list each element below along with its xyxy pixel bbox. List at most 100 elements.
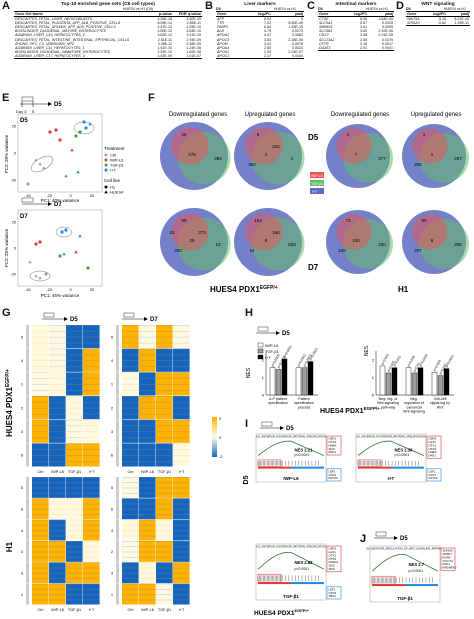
heatmap-stripe — [32, 449, 49, 450]
tb-cell: APOA4 — [217, 45, 229, 50]
heatmap-stripe — [139, 583, 156, 585]
heatmap-stripe — [122, 401, 139, 403]
ta-cell: DESCARTES_FETAL_LIVER_HEPATOBLASTS — [15, 17, 93, 22]
tb-cell: APOA1 — [217, 49, 229, 54]
pca-point — [44, 272, 48, 276]
heatmap-stripe — [139, 546, 156, 547]
heatmap-block — [139, 519, 156, 541]
heatmap-stripe — [173, 535, 190, 537]
h-pvalue: p<0.0001 — [296, 353, 306, 367]
td-cell: 1.45E-11 — [447, 21, 470, 27]
legend-treatment-label: Ctrl — [110, 153, 116, 158]
tc-cell: 2.01 — [345, 45, 369, 51]
gsea-gene: CER1 — [329, 437, 337, 441]
panel-label-e: E — [2, 92, 10, 104]
heatmap-stripe — [122, 449, 139, 450]
heatmap-block — [156, 583, 173, 605]
h-ylabel-right: NES — [364, 345, 370, 356]
heatmap-stripe — [32, 336, 49, 338]
heatmap-stripe — [83, 413, 100, 415]
heatmap-stripe — [66, 477, 83, 478]
heatmap-stripe — [173, 530, 190, 531]
heatmap-block — [83, 477, 100, 498]
heatmap-stripe — [49, 330, 66, 332]
heatmap-stripe — [83, 541, 100, 542]
heatmap-stripe — [32, 498, 49, 499]
heatmap-block — [49, 498, 66, 520]
heatmap-stripe — [122, 567, 139, 569]
gsea-p: p<0.0001 — [295, 567, 310, 571]
heatmap-stripe — [66, 514, 83, 515]
g-scale-mid: 0 — [219, 435, 222, 440]
heatmap-stripe — [32, 455, 49, 456]
gsea-rank-pos — [258, 582, 291, 585]
heatmap-stripe — [66, 583, 83, 585]
heatmap-stripe — [139, 413, 156, 415]
ta-cell: ZHONG_PFC_C3_UNKNOWN_NPC — [15, 41, 75, 46]
heatmap-stripe — [156, 425, 173, 427]
h-bar — [275, 369, 282, 396]
heatmap-stripe — [49, 514, 66, 515]
gsea-gene-box-top — [326, 545, 342, 573]
venn-count: 394 — [214, 156, 222, 161]
heatmap-cluster-label: 1 — [111, 382, 114, 387]
heatmap-block — [156, 325, 173, 349]
tc-cell: 0.0275 — [382, 37, 393, 42]
heatmap-col-label: TGF-β1 — [158, 608, 171, 612]
j-day: D5 — [400, 536, 408, 542]
gsea-gene: KREMEN2 — [443, 566, 457, 570]
heatmap-stripe — [139, 360, 156, 362]
table-b: Liver markers D5 HUES4 vs H1 Gene log2FC p… — [216, 2, 304, 59]
heatmap-stripe — [49, 509, 66, 510]
heatmap-stripe — [32, 431, 49, 433]
venn-count: 69 — [181, 218, 187, 223]
heatmap-block — [32, 498, 49, 520]
heatmap-stripe — [49, 557, 66, 558]
heatmap-stripe — [122, 431, 139, 433]
heatmap-stripe — [173, 578, 190, 579]
heatmap-stripe — [49, 573, 66, 574]
heatmap-hues4-d7: 5 4 1 2 3 6 Ctrl IWP-L6 TGF-β1 I+T — [111, 325, 190, 474]
table-c-title: Intestinal markers — [335, 2, 377, 7]
heatmap-stripe — [83, 567, 100, 569]
heatmap-stripe — [173, 443, 190, 444]
heatmap-stripe — [173, 573, 190, 574]
f-h1-caption: H1 — [398, 285, 409, 294]
ta-cell: AIZARANI_LIVER_C14_HEPATOCYTES_2 — [15, 33, 85, 38]
heatmap-stripe — [156, 372, 173, 373]
tc-col-header: Gene — [318, 10, 346, 18]
ta-cell: BUSSLINGER_DUODENAL_IMMATURE_ENTEROCYTES — [15, 49, 110, 54]
heatmap-stripe — [139, 514, 156, 515]
heatmap-stripe — [122, 498, 139, 499]
venn-count: 250 — [378, 242, 386, 247]
heatmap-block — [173, 443, 190, 467]
h-ytick: 2 — [372, 357, 375, 362]
heatmap-stripe — [156, 567, 173, 569]
heatmap-stripe — [139, 378, 156, 379]
h-pvalue: p=0.001 — [380, 353, 390, 366]
gsea-rank-neg — [291, 466, 324, 469]
heatmap-stripe — [83, 455, 100, 456]
table-a-grid: Gene Set Name p-value FDR q-value DESCARTE… — [14, 10, 202, 59]
gsea-gene: DKK1 — [429, 454, 437, 458]
heatmap-stripe — [66, 594, 83, 595]
table-b-title: Liver markers — [244, 2, 276, 7]
heatmap-stripe — [122, 396, 139, 397]
heatmap-hues4-d5: 5 4 1 2 3 6 Ctrl IWP-L6 TGF-β1 I+T — [21, 325, 100, 474]
heatmap-stripe — [122, 546, 139, 547]
heatmap-col-label: IWP-L6 — [141, 470, 154, 474]
heatmap-stripe — [66, 419, 83, 421]
gsea-rank-pos — [358, 466, 391, 469]
gsea-iwp: GO_ANTERIOR_POSTERIOR_PATTERN_SPECIFICAT… — [255, 433, 342, 483]
ta-cell: DESCARTES_FETAL_PLACENTA_AFP_ALB_POSITIV… — [15, 21, 121, 26]
heatmap-stripe — [156, 325, 173, 326]
pca-ytick: 0 — [14, 247, 16, 251]
venn-count: 8 — [265, 238, 268, 243]
heatmap-block — [66, 477, 83, 498]
legend-treatment-marker — [104, 163, 108, 167]
heatmap-block — [32, 477, 49, 498]
heatmap-stripe — [173, 419, 190, 421]
heatmap-stripe — [156, 498, 173, 499]
heatmap-stripe — [173, 390, 190, 391]
heatmap-stripe — [83, 519, 100, 521]
